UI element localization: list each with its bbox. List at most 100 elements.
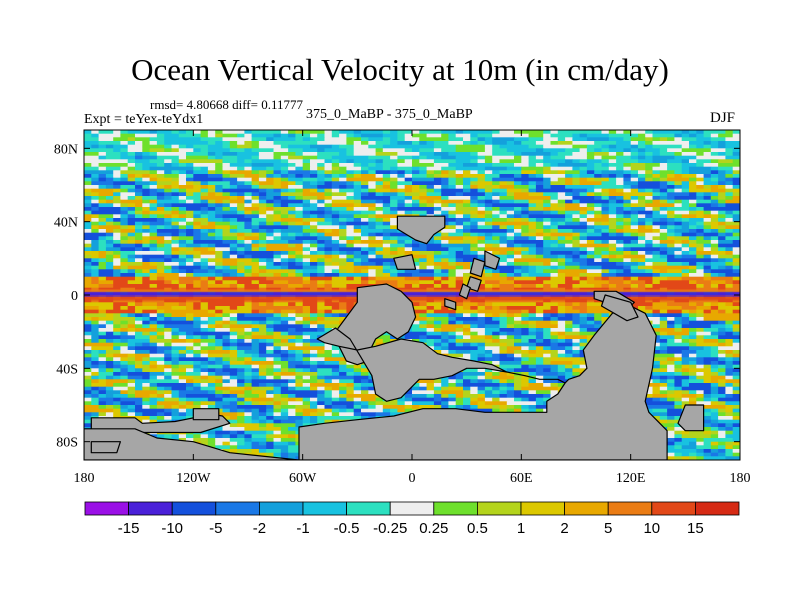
field-cell — [390, 232, 413, 237]
field-cell — [623, 185, 632, 190]
field-cell — [244, 394, 260, 399]
field-cell — [689, 221, 697, 226]
field-cell — [514, 218, 522, 223]
field-cell — [557, 309, 566, 314]
field-cell — [718, 133, 734, 138]
field-cell — [441, 350, 449, 355]
field-cell — [652, 302, 668, 307]
field-cell — [164, 357, 172, 362]
field-cell — [689, 159, 697, 164]
field-cell — [84, 251, 99, 256]
field-cell — [164, 148, 172, 153]
field-cell — [732, 357, 740, 362]
field-cell — [84, 346, 92, 351]
field-cell — [514, 185, 529, 190]
field-cell — [514, 324, 529, 329]
field-cell — [200, 192, 209, 197]
field-cell — [127, 372, 150, 377]
field-cell — [302, 408, 318, 413]
field-cell — [506, 313, 515, 318]
field-cell — [652, 320, 661, 325]
field-cell — [229, 379, 238, 384]
field-cell — [164, 353, 172, 358]
field-cell — [353, 364, 362, 369]
field-cell — [295, 342, 304, 347]
field-cell — [652, 364, 661, 369]
field-cell — [492, 313, 500, 318]
field-cell — [667, 236, 675, 241]
field-cell — [113, 199, 121, 204]
field-cell — [667, 302, 690, 307]
field-cell — [331, 309, 347, 314]
field-cell — [346, 229, 355, 234]
field-cell — [681, 152, 697, 157]
field-cell — [419, 324, 427, 329]
field-cell — [251, 386, 274, 391]
field-cell — [171, 144, 180, 149]
field-cell — [433, 232, 442, 237]
field-cell — [142, 221, 150, 226]
field-cell — [623, 152, 632, 157]
field-cell — [273, 401, 282, 406]
field-cell — [200, 188, 209, 193]
field-cell — [572, 317, 581, 322]
field-cell — [718, 346, 740, 351]
field-cell — [535, 225, 544, 230]
field-cell — [339, 361, 347, 366]
field-cell — [521, 232, 529, 237]
field-cell — [339, 225, 347, 230]
field-cell — [412, 133, 427, 138]
field-cell — [448, 386, 464, 391]
field-cell — [164, 196, 172, 201]
field-cell — [382, 174, 391, 179]
field-cell — [681, 199, 690, 204]
field-cell — [113, 364, 121, 369]
field-cell — [135, 207, 143, 212]
field-cell — [521, 251, 529, 256]
field-cell — [135, 152, 143, 157]
field-cell — [375, 214, 398, 219]
field-cell — [361, 137, 369, 142]
field-cell — [331, 196, 347, 201]
field-cell — [266, 247, 303, 252]
field-cell — [521, 320, 529, 325]
field-cell — [710, 379, 719, 384]
field-cell — [645, 405, 675, 410]
field-cell — [222, 269, 238, 274]
field-cell — [331, 368, 340, 373]
field-cell — [390, 221, 398, 226]
field-cell — [521, 229, 529, 234]
field-cell — [186, 372, 201, 377]
field-cell — [514, 192, 529, 197]
field-cell — [295, 302, 304, 307]
field-cell — [207, 265, 216, 270]
field-cell — [638, 236, 646, 241]
field-cell — [550, 258, 559, 263]
field-cell — [251, 273, 260, 278]
field-cell — [638, 262, 646, 267]
field-cell — [535, 221, 544, 226]
field-cell — [623, 247, 632, 252]
field-cell — [353, 181, 362, 186]
field-cell — [288, 170, 311, 175]
field-cell — [273, 397, 282, 402]
field-cell — [718, 339, 726, 344]
field-cell — [433, 240, 442, 245]
field-cell — [594, 313, 602, 318]
field-cell — [586, 254, 595, 259]
field-cell — [543, 262, 551, 267]
field-cell — [732, 177, 740, 182]
field-cell — [215, 309, 223, 314]
field-cell — [193, 405, 201, 410]
field-cell — [324, 265, 340, 270]
field-cell — [674, 188, 683, 193]
field-cell — [237, 192, 245, 197]
field-cell — [681, 368, 690, 373]
field-cell — [667, 262, 683, 267]
field-cell — [113, 144, 129, 149]
field-cell — [659, 335, 675, 340]
field-cell — [696, 163, 704, 168]
field-cell — [543, 192, 559, 197]
field-cell — [426, 339, 435, 344]
field-cell — [156, 177, 172, 182]
